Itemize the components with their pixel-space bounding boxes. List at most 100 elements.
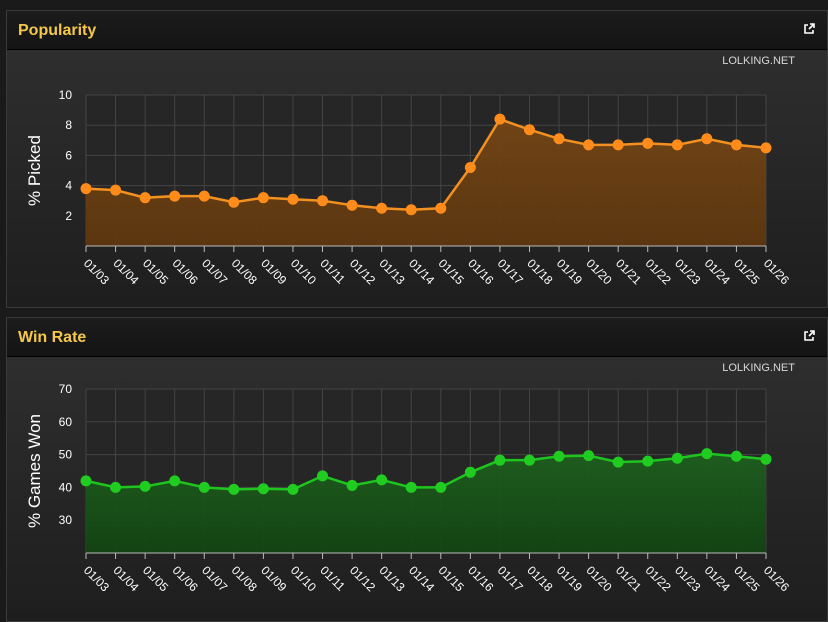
x-tick-label: 01/09 xyxy=(258,256,289,287)
popularity-chart: 2 4 6 8 10 01/0301/0401/0501/0601/0701/0801/0… xyxy=(25,88,792,288)
data-point xyxy=(376,474,388,486)
credit-link[interactable]: LOLKING.NET xyxy=(722,362,795,374)
data-point xyxy=(346,479,358,491)
credit-link[interactable]: LOLKING.NET xyxy=(722,55,795,67)
data-point xyxy=(730,450,742,462)
data-point xyxy=(169,190,181,202)
data-point xyxy=(346,199,358,211)
x-tick-label: 01/22 xyxy=(643,563,674,594)
x-tick-label: 01/19 xyxy=(554,563,585,594)
data-point xyxy=(198,481,210,493)
data-point xyxy=(435,481,447,493)
x-tick-label: 01/09 xyxy=(258,563,289,594)
x-tick-label: 01/23 xyxy=(672,256,703,287)
y-tick-label: 50 xyxy=(59,448,73,462)
x-tick-label: 01/24 xyxy=(702,256,733,287)
x-tick-label: 01/16 xyxy=(465,256,496,287)
x-tick-label: 01/26 xyxy=(761,256,792,287)
x-tick-label: 01/16 xyxy=(465,563,496,594)
x-tick-label: 01/14 xyxy=(406,563,437,594)
data-point xyxy=(494,113,506,125)
x-tick-label: 01/07 xyxy=(199,256,230,287)
y-tick-label: 8 xyxy=(65,118,72,132)
series-area xyxy=(86,119,766,246)
x-tick-label: 01/04 xyxy=(110,563,141,594)
panel-header: Popularity xyxy=(7,11,827,50)
external-link-icon[interactable] xyxy=(803,23,815,35)
data-point xyxy=(228,196,240,208)
data-point xyxy=(139,480,151,492)
y-tick-label: 60 xyxy=(59,415,73,429)
x-tick-label: 01/08 xyxy=(229,256,260,287)
data-point xyxy=(110,481,122,493)
data-point xyxy=(317,470,329,482)
popularity-panel: Popularity LOLKING.NET 2 4 6 8 10 01/03 01/04 0… xyxy=(6,10,828,308)
x-tick-label: 01/22 xyxy=(643,256,674,287)
data-point xyxy=(730,139,742,151)
y-tick-label: 10 xyxy=(59,88,73,102)
win-rate-chart: 30 40 50 60 70 01/0301/0401/0501/0601/0701/08… xyxy=(25,382,792,595)
x-tick-label: 01/03 xyxy=(81,563,112,594)
data-point xyxy=(287,483,299,495)
data-point xyxy=(464,466,476,478)
x-tick-label: 01/21 xyxy=(613,256,644,287)
data-point xyxy=(553,133,565,145)
data-point xyxy=(612,139,624,151)
y-axis-label: % Games Won xyxy=(25,414,44,528)
data-point xyxy=(583,139,595,151)
y-tick-label: 4 xyxy=(65,179,72,193)
x-tick-label: 01/25 xyxy=(731,563,762,594)
y-tick-label: 6 xyxy=(65,148,72,162)
data-point xyxy=(80,183,92,195)
x-tick-label: 01/03 xyxy=(81,256,112,287)
x-tick-label: 01/21 xyxy=(613,563,644,594)
data-point xyxy=(435,202,447,214)
data-point xyxy=(317,195,329,207)
data-point xyxy=(464,161,476,173)
data-point xyxy=(583,450,595,462)
x-tick-label: 01/12 xyxy=(347,256,378,287)
x-tick-label: 01/17 xyxy=(495,256,526,287)
x-tick-label: 01/18 xyxy=(524,563,555,594)
data-point xyxy=(80,475,92,487)
y-tick-label: 70 xyxy=(59,382,73,396)
y-tick-label: 30 xyxy=(59,513,73,527)
x-tick-label: 01/15 xyxy=(436,563,467,594)
x-tick-label: 01/08 xyxy=(229,563,260,594)
x-tick-label: 01/07 xyxy=(199,563,230,594)
x-tick-label: 01/11 xyxy=(317,256,348,287)
data-point xyxy=(523,454,535,466)
data-point xyxy=(701,133,713,145)
x-tick-label: 01/15 xyxy=(436,256,467,287)
data-point xyxy=(494,454,506,466)
data-point xyxy=(139,192,151,204)
data-point xyxy=(553,450,565,462)
x-tick-label: 01/17 xyxy=(495,563,526,594)
x-tick-label: 01/18 xyxy=(524,256,555,287)
data-point xyxy=(169,475,181,487)
data-point xyxy=(671,139,683,151)
data-point xyxy=(760,142,772,154)
external-link-icon[interactable] xyxy=(803,330,815,342)
panel-header: Win Rate xyxy=(7,318,827,357)
data-point xyxy=(287,193,299,205)
x-tick-label: 01/06 xyxy=(170,563,201,594)
x-tick-label: 01/20 xyxy=(583,563,614,594)
x-tick-label: 01/24 xyxy=(702,563,733,594)
data-point xyxy=(405,481,417,493)
panel-title: Win Rate xyxy=(18,329,87,346)
data-point xyxy=(228,483,240,495)
x-tick-label: 01/25 xyxy=(731,256,762,287)
data-point xyxy=(110,184,122,196)
x-tick-label: 01/04 xyxy=(110,256,141,287)
y-axis-label: % Picked xyxy=(25,135,44,206)
win-rate-panel: Win Rate LOLKING.NET 30 40 50 60 70 01/03 01/0… xyxy=(6,317,828,622)
x-tick-label: 01/19 xyxy=(554,256,585,287)
x-tick-label: 01/05 xyxy=(140,563,171,594)
data-point xyxy=(257,192,269,204)
x-tick-label: 01/14 xyxy=(406,256,437,287)
data-point xyxy=(405,204,417,216)
chart-area: LOLKING.NET 30 40 50 60 70 01/03 01/04 01/05 01/… xyxy=(7,357,827,621)
chart-area: LOLKING.NET 2 4 6 8 10 01/03 01/04 01/05 01/06 01… xyxy=(7,50,827,307)
x-tick-label: 01/12 xyxy=(347,563,378,594)
